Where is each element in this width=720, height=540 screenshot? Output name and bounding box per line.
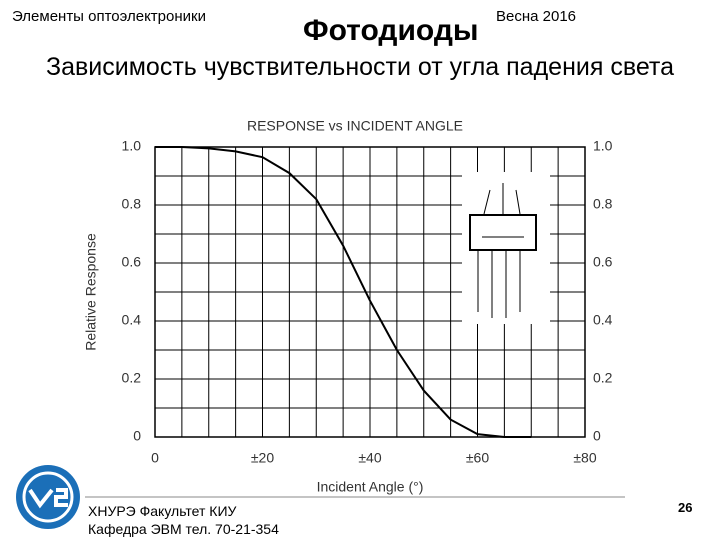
y2-tick-label: 0.6: [593, 254, 613, 270]
x-tick-label: 0: [151, 450, 159, 466]
y2-tick-label: 0.2: [593, 370, 613, 386]
response-curve: [155, 146, 532, 438]
logo-letters: [28, 488, 68, 509]
y-tick-label: 0.4: [122, 312, 142, 328]
footer-line: Кафедра ЭВМ тел. 70-21-354: [88, 521, 279, 537]
plot-frame: [154, 146, 586, 438]
chart-title: RESPONSE vs INCIDENT ANGLE: [247, 118, 463, 134]
heading: Фотодиоды: [303, 14, 479, 47]
y-axis-label: Relative Response: [83, 233, 99, 351]
subtitle: Зависимость чувствительности от угла пад…: [46, 53, 674, 81]
y2-tick-label: 1.0: [593, 138, 613, 154]
page-number: 26: [678, 500, 693, 515]
y2-tick-label: 0.4: [593, 312, 613, 328]
footer-line: ХНУРЭ Факультет КИУ: [88, 503, 237, 519]
y-tick-label: 1.0: [122, 138, 142, 154]
y-tick-label: 0: [133, 428, 141, 444]
x-tick-label: ±20: [251, 450, 274, 466]
x-axis-label: Incident Angle (°): [317, 479, 424, 495]
inset-diagram: [462, 172, 550, 324]
y-tick-label: 0.8: [122, 196, 142, 212]
light-rays: [483, 183, 521, 215]
x-tick-label: ±60: [466, 450, 489, 466]
y-tick-label: 0.2: [122, 370, 142, 386]
y2-tick-label: 0: [593, 428, 601, 444]
photodiode-can: [469, 214, 537, 251]
y2-tick-label: 0.8: [593, 196, 613, 212]
x-tick-label: ±80: [573, 450, 596, 466]
x-tick-label: ±40: [358, 450, 381, 466]
course: Элементы оптоэлектроники: [12, 8, 206, 25]
y-tick-label: 0.6: [122, 254, 142, 270]
photodiode-leads: [477, 250, 521, 318]
logo-ring: [22, 471, 74, 523]
term: Весна 2016: [496, 8, 577, 25]
